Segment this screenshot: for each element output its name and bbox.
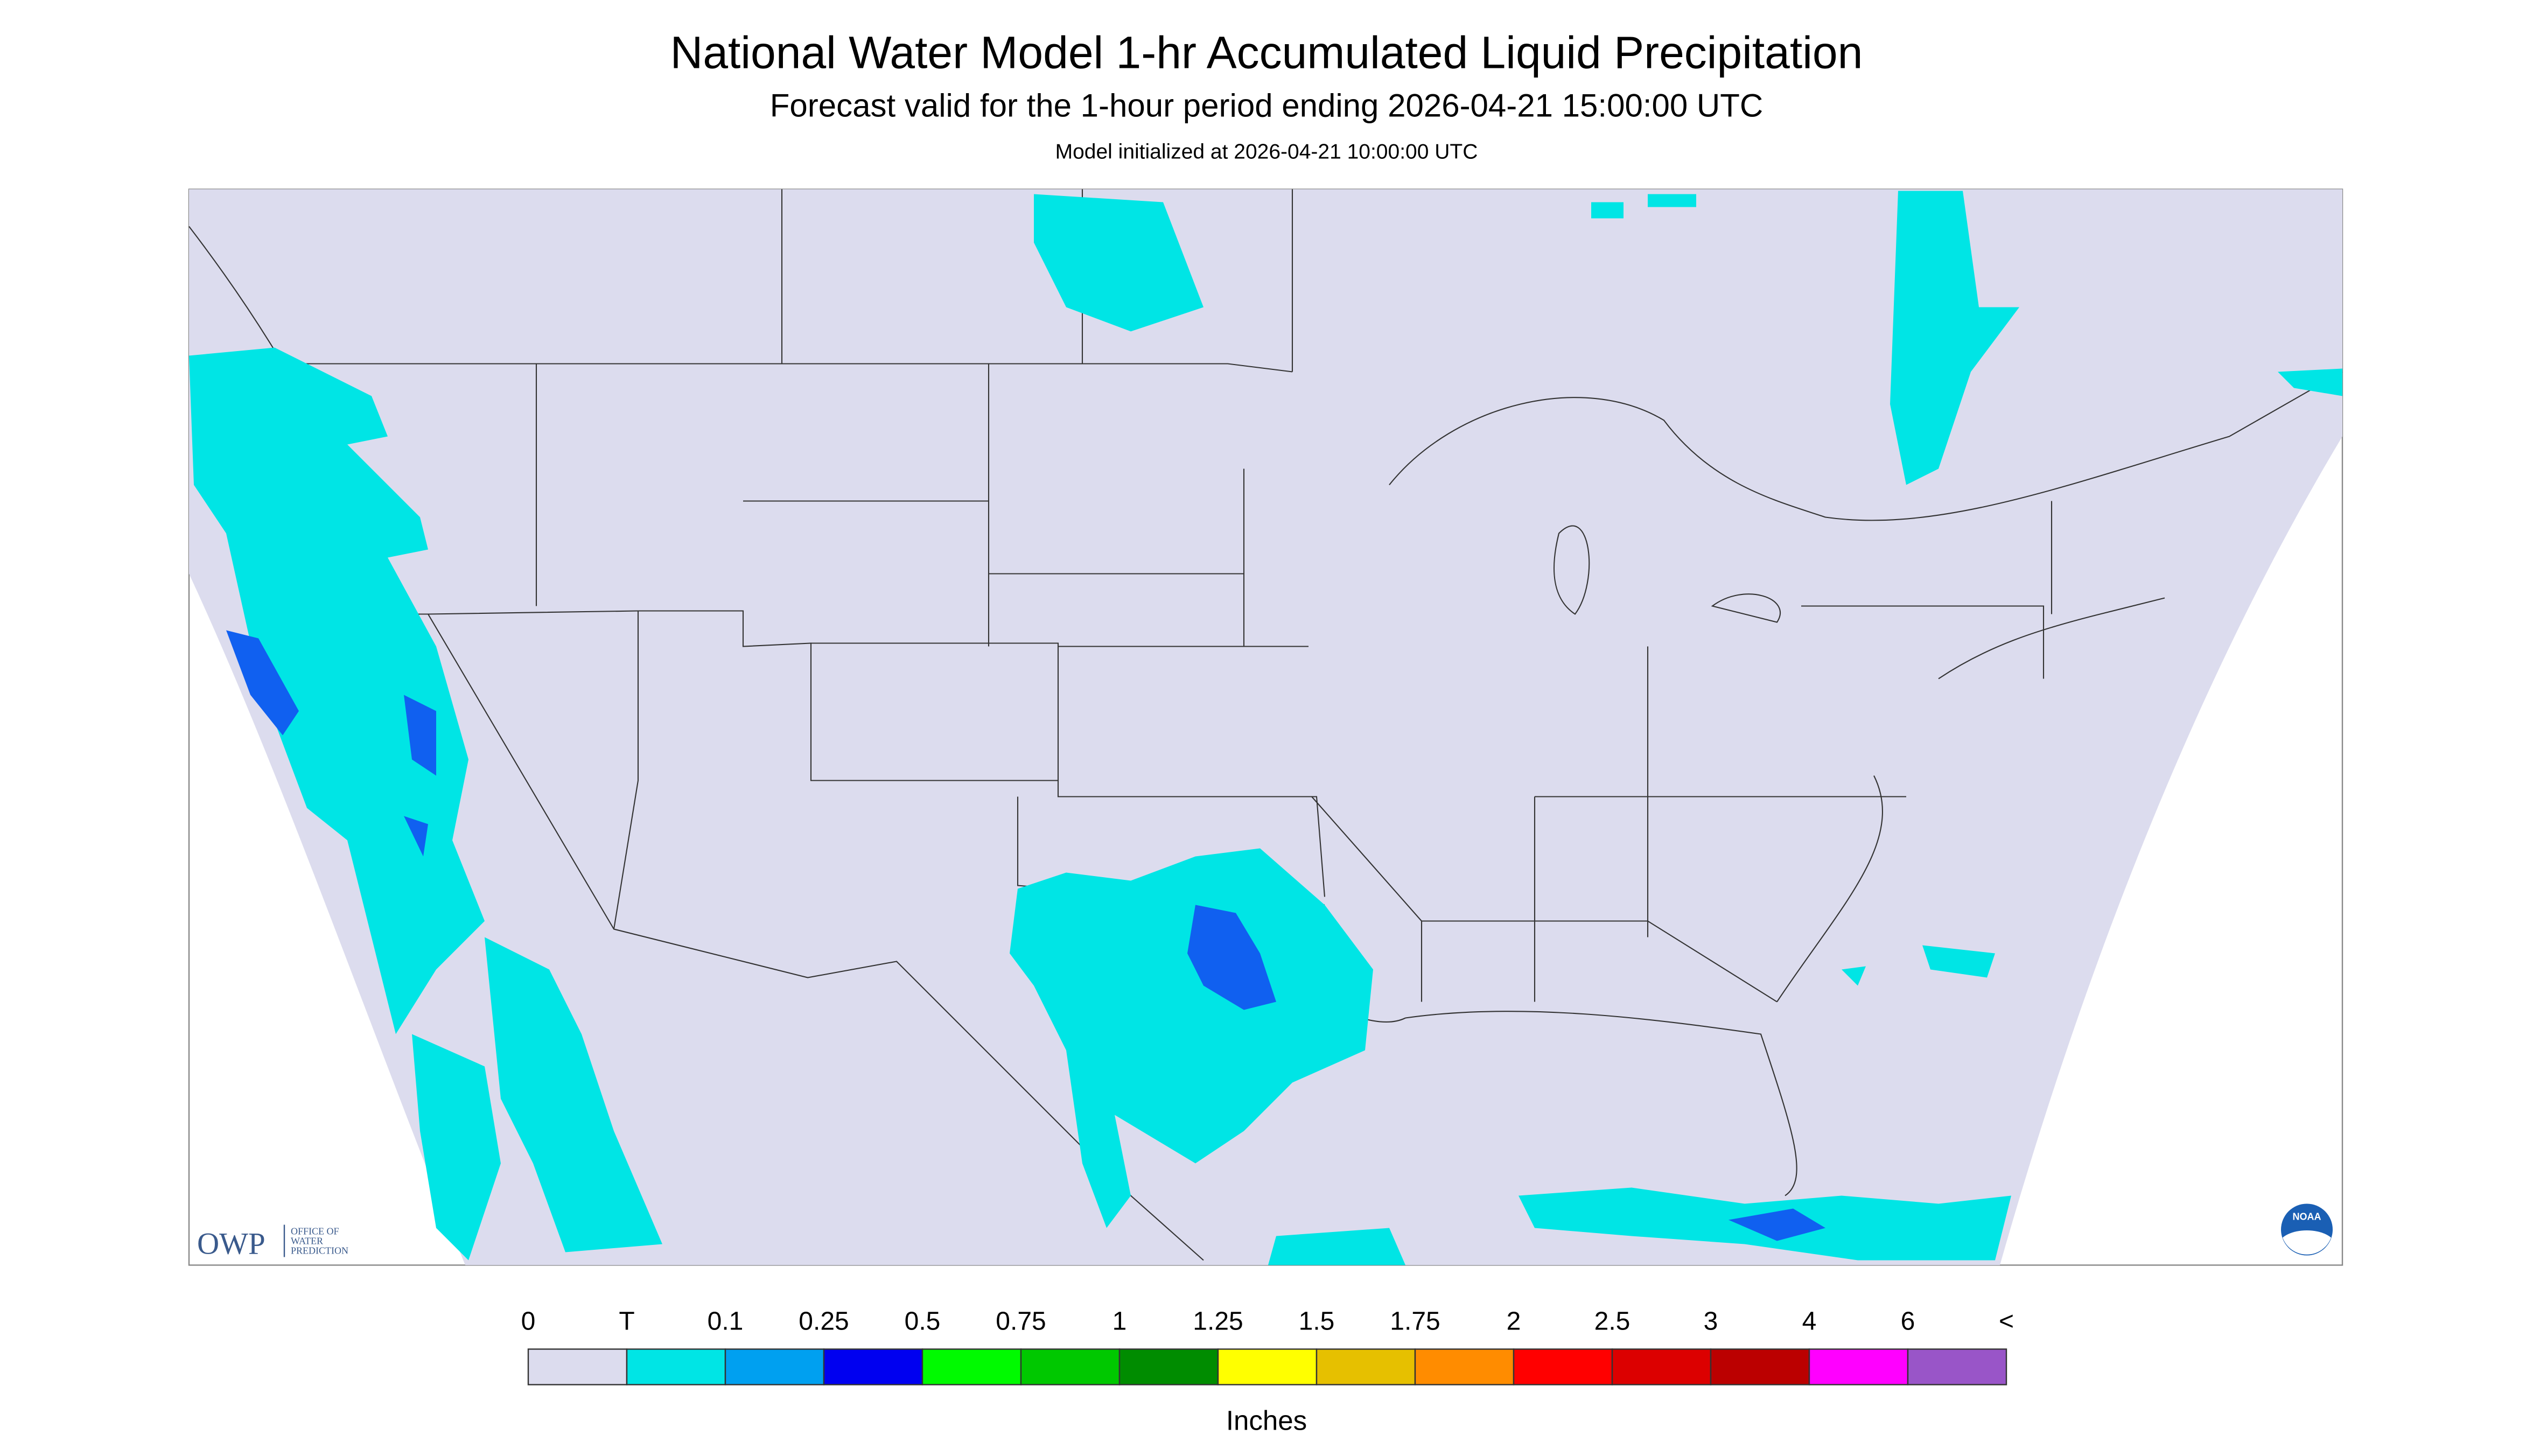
legend: 0 T 0.1 0.25 0.5 0.75 1 1.25 1.5 1.75 2 2.5 3 4 6 < — [521, 1307, 2014, 1385]
legend-swatch — [626, 1348, 726, 1385]
init-note: Model initialized at 2026-04-21 10:00:00… — [1055, 141, 1478, 164]
legend-label: < — [1999, 1307, 2014, 1336]
legend-label: 2.5 — [1594, 1307, 1631, 1336]
legend-swatch — [1907, 1348, 2007, 1385]
legend-label: 0 — [521, 1307, 536, 1336]
legend-swatch — [1513, 1348, 1613, 1385]
legend-label: 0.25 — [799, 1307, 849, 1336]
owp-logo: OWP OFFICE OF WATER PREDICTION — [197, 1224, 348, 1261]
legend-swatch — [1710, 1348, 1810, 1385]
noaa-logo: NOAA — [2281, 1203, 2333, 1256]
legend-label: 0.75 — [996, 1307, 1046, 1336]
legend-swatch — [1414, 1348, 1515, 1385]
legend-swatch — [921, 1348, 1022, 1385]
domain — [189, 189, 2342, 1265]
noaa-text: NOAA — [2293, 1212, 2321, 1222]
legend-label: 3 — [1704, 1307, 1718, 1336]
legend-swatch — [1611, 1348, 1712, 1385]
legend-label: 1.75 — [1390, 1307, 1440, 1336]
legend-swatch — [1217, 1348, 1318, 1385]
legend-label: 1 — [1112, 1307, 1127, 1336]
legend-label: 4 — [1802, 1307, 1817, 1336]
owp-line2: WATER — [291, 1236, 323, 1247]
legend-units: Inches — [1226, 1405, 1307, 1436]
legend-label: 6 — [1901, 1307, 1915, 1336]
legend-swatch — [724, 1348, 825, 1385]
legend-swatch — [1316, 1348, 1416, 1385]
owp-line3: PREDICTION — [291, 1245, 348, 1256]
legend-swatch — [1808, 1348, 1909, 1385]
legend-label: 1.25 — [1193, 1307, 1243, 1336]
legend-swatch — [1118, 1348, 1219, 1385]
precipitation — [189, 191, 2342, 1265]
legend-label: 1.5 — [1299, 1307, 1335, 1336]
legend-swatch — [823, 1348, 923, 1385]
legend-label: 2 — [1507, 1307, 1521, 1336]
subtitle: Forecast valid for the 1-hour period end… — [770, 88, 1763, 124]
legend-swatch — [1020, 1348, 1121, 1385]
legend-label: T — [619, 1307, 634, 1336]
legend-swatch — [527, 1348, 628, 1385]
owp-acronym: OWP — [197, 1227, 265, 1261]
legend-label: 0.1 — [708, 1307, 744, 1336]
noaa-wave — [2283, 1230, 2331, 1255]
owp-line1: OFFICE OF — [291, 1226, 339, 1237]
legend-label: 0.5 — [905, 1307, 941, 1336]
map — [188, 188, 2343, 1266]
title: National Water Model 1-hr Accumulated Li… — [670, 27, 1863, 78]
